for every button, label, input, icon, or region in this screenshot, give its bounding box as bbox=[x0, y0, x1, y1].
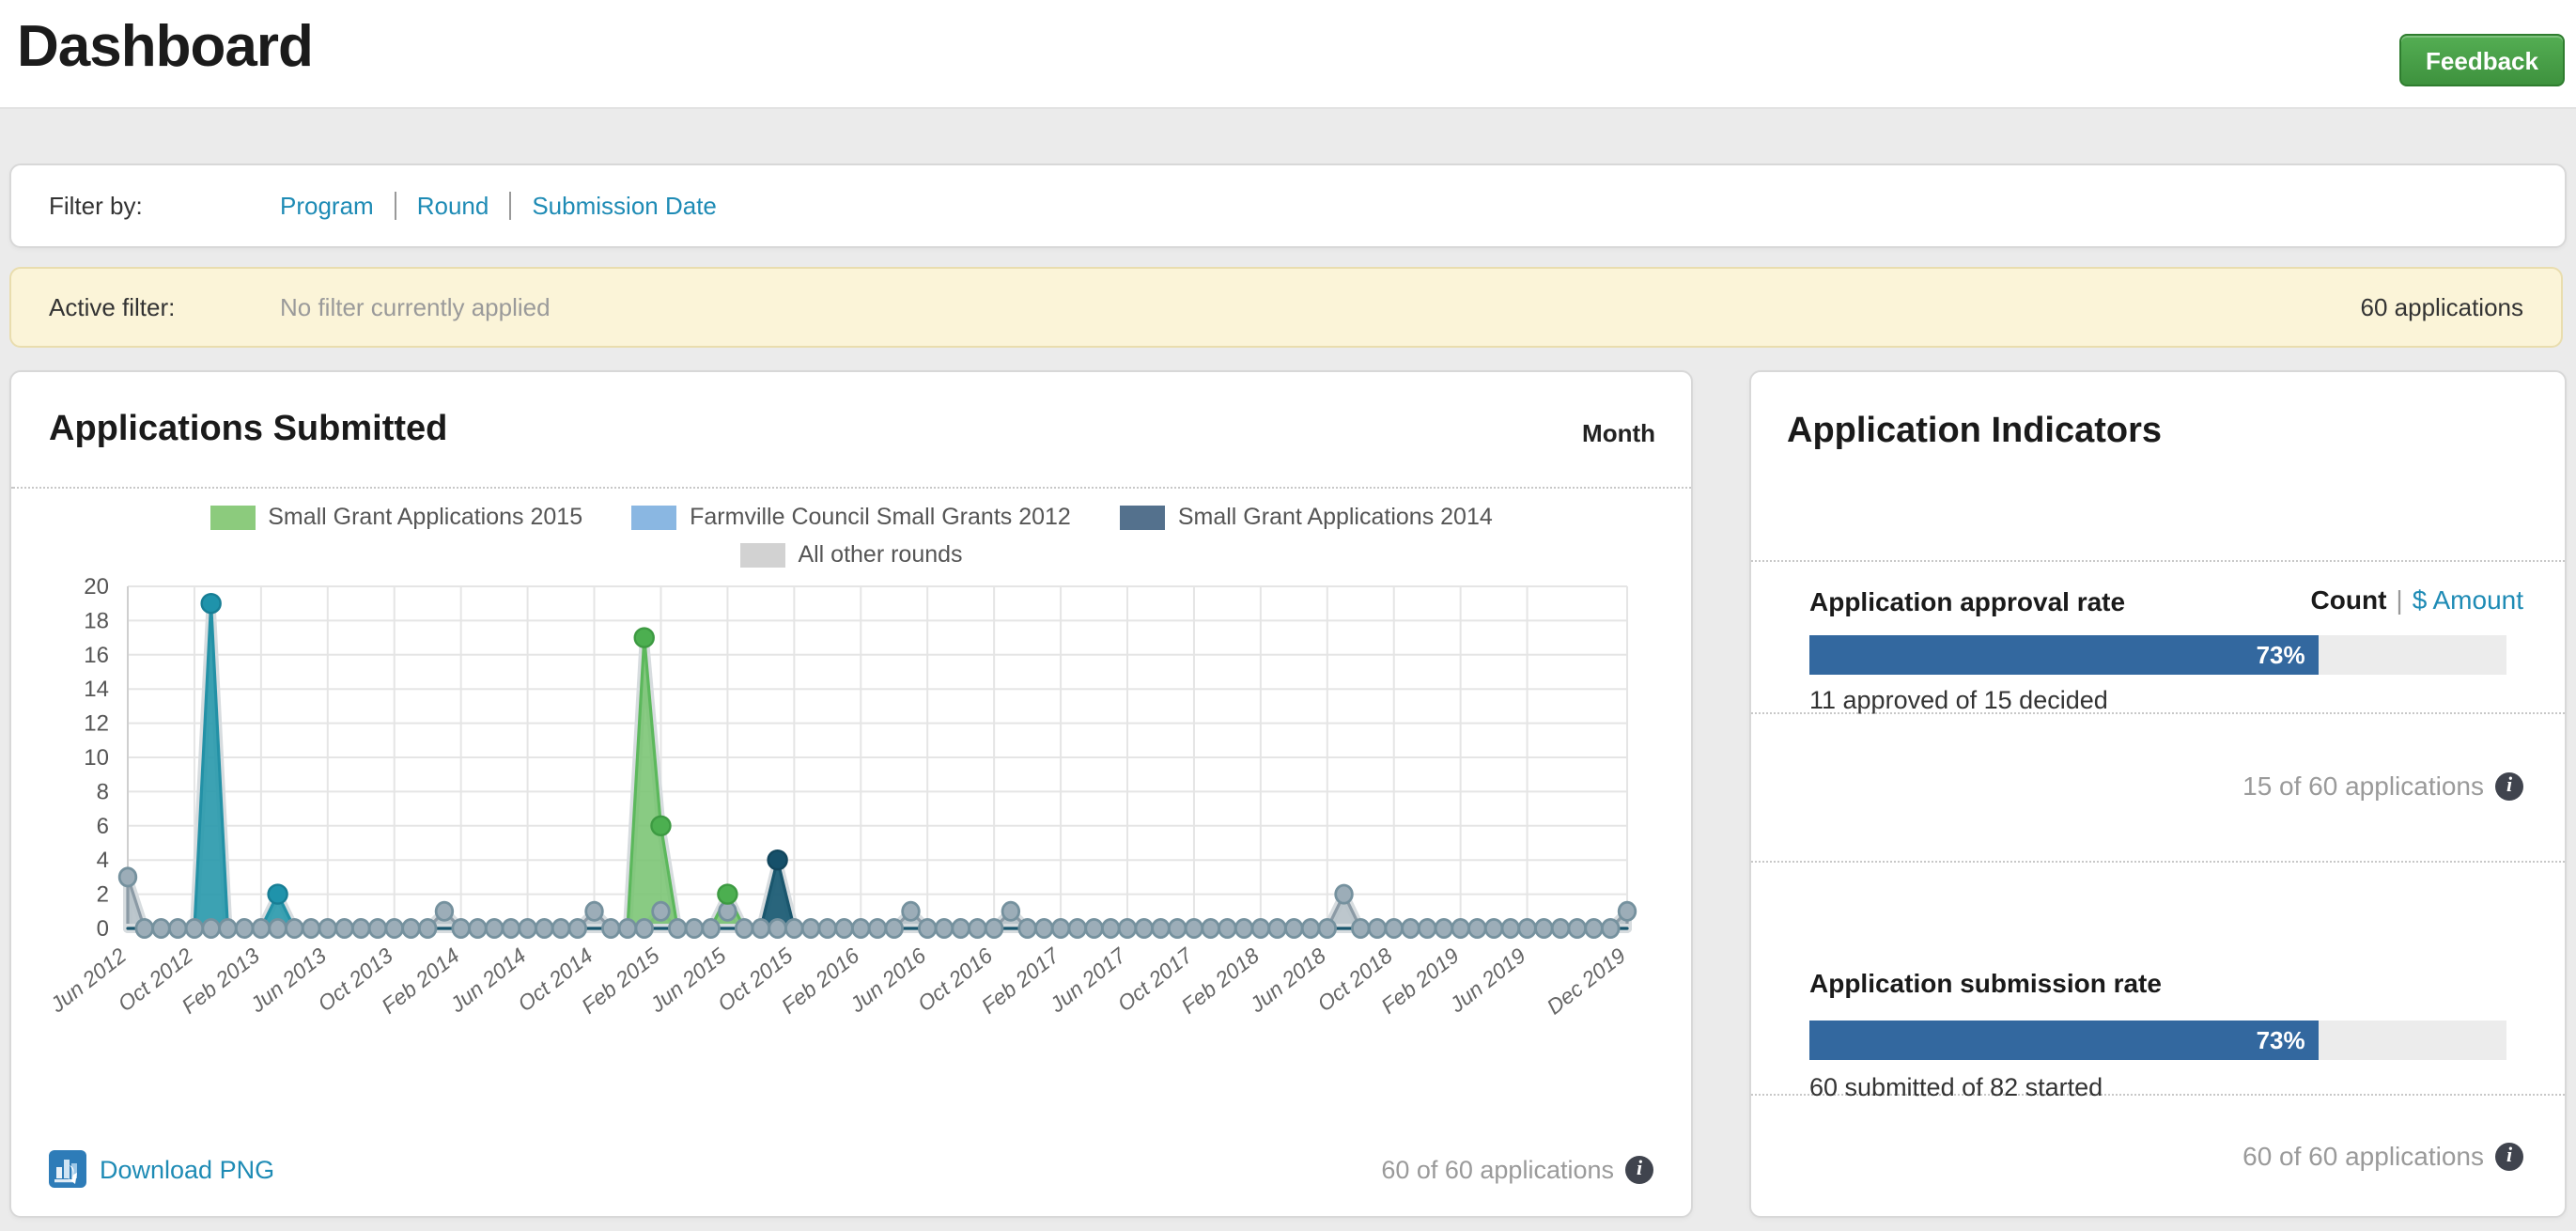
download-png-link[interactable]: Download PNG bbox=[49, 1150, 274, 1188]
chart-period-label[interactable]: Month bbox=[1582, 419, 1655, 447]
legend-item[interactable]: Small Grant Applications 2015 bbox=[209, 504, 582, 530]
chart-title: Applications Submitted bbox=[49, 410, 448, 449]
chart-y-axis: 0 2 4 6 8 10 12 14 16 18 20 bbox=[84, 575, 109, 942]
submission-rate-fill: 73% bbox=[1809, 1021, 2319, 1060]
svg-text:16: 16 bbox=[84, 643, 109, 668]
approval-rate-title: Application approval rate bbox=[1809, 586, 2126, 616]
svg-text:6: 6 bbox=[97, 814, 109, 839]
submission-rate-detail: 60 submitted of 82 started bbox=[1809, 1073, 2103, 1101]
svg-text:2: 2 bbox=[97, 882, 109, 908]
legend-item[interactable]: Farmville Council Small Grants 2012 bbox=[631, 504, 1071, 530]
svg-text:8: 8 bbox=[97, 779, 109, 804]
page-title: Dashboard bbox=[17, 13, 314, 79]
toggle-amount[interactable]: $ Amount bbox=[2412, 584, 2523, 615]
submission-note: 60 of 60 applications i bbox=[2242, 1141, 2523, 1171]
svg-text:14: 14 bbox=[84, 677, 109, 702]
download-png-label: Download PNG bbox=[100, 1155, 275, 1183]
legend-swatch bbox=[739, 542, 785, 567]
svg-text:20: 20 bbox=[84, 575, 109, 600]
legend-item[interactable]: All other rounds bbox=[739, 541, 963, 568]
active-filter-bar: Active filter: No filter currently appli… bbox=[9, 267, 2563, 348]
chart-count: 60 of 60 applications i bbox=[1381, 1156, 1653, 1184]
svg-text:Dec 2019: Dec 2019 bbox=[1542, 943, 1630, 1019]
legend-label: Small Grant Applications 2015 bbox=[268, 504, 583, 530]
top-header: Dashboard Feedback bbox=[0, 0, 2576, 109]
feedback-button[interactable]: Feedback bbox=[2399, 34, 2565, 86]
chart-panel-header: Applications Submitted Month bbox=[11, 372, 1691, 489]
info-icon[interactable]: i bbox=[2495, 1142, 2523, 1170]
approval-rate-progress: 73% bbox=[1809, 635, 2506, 675]
filter-link-program[interactable]: Program bbox=[280, 192, 374, 220]
info-icon[interactable]: i bbox=[1625, 1156, 1653, 1184]
filter-link-submission-date[interactable]: Submission Date bbox=[532, 192, 717, 220]
legend-label: Farmville Council Small Grants 2012 bbox=[690, 504, 1071, 530]
submission-rate-title: Application submission rate bbox=[1809, 968, 2162, 998]
count-amount-toggle: Count | $ Amount bbox=[2311, 584, 2523, 615]
application-indicators-panel: Application Indicators Application appro… bbox=[1749, 370, 2567, 1218]
chart-grid bbox=[127, 585, 1628, 929]
legend-row: All other rounds bbox=[11, 541, 1691, 568]
legend-label: All other rounds bbox=[798, 541, 963, 568]
filter-links: Program Round Submission Date bbox=[280, 192, 717, 220]
legend-swatch bbox=[209, 505, 256, 529]
submission-note-section: 60 of 60 applications i bbox=[1751, 1094, 2565, 1216]
approval-note-section: 15 of 60 applications i bbox=[1751, 712, 2565, 863]
separator: | bbox=[2396, 584, 2403, 615]
svg-text:4: 4 bbox=[97, 848, 109, 873]
svg-text:18: 18 bbox=[84, 608, 109, 633]
svg-text:Jun 2012: Jun 2012 bbox=[45, 943, 132, 1017]
chart-footer: Download PNG 60 of 60 applications i bbox=[11, 1126, 1691, 1216]
chart-series-1 bbox=[123, 599, 1632, 933]
legend-row: Small Grant Applications 2015 Farmville C… bbox=[11, 504, 1691, 530]
approval-rate-section: Application approval rate Count | $ Amount… bbox=[1751, 560, 2565, 714]
approval-rate-detail: 11 approved of 15 decided bbox=[1809, 686, 2108, 714]
indicators-title: Application Indicators bbox=[1787, 412, 2163, 451]
chart-series-2 bbox=[123, 632, 1632, 933]
svg-text:0: 0 bbox=[97, 916, 109, 942]
approval-rate-fill: 73% bbox=[1809, 635, 2319, 675]
active-filter-count: 60 applications bbox=[2360, 293, 2523, 321]
filter-panel: Filter by: Program Round Submission Date bbox=[9, 164, 2567, 248]
applications-submitted-panel: Applications Submitted Month Small Grant… bbox=[9, 370, 1693, 1218]
toggle-count[interactable]: Count bbox=[2310, 584, 2387, 615]
filter-link-round[interactable]: Round bbox=[416, 192, 489, 220]
legend-swatch bbox=[1119, 505, 1165, 529]
info-icon[interactable]: i bbox=[2495, 771, 2523, 800]
indicators-header: Application Indicators bbox=[1751, 372, 2565, 562]
approval-note: 15 of 60 applications i bbox=[2242, 771, 2523, 801]
separator bbox=[394, 192, 396, 220]
submission-rate-section: Application submission rate 73% 60 submi… bbox=[1751, 861, 2565, 1101]
chart-legend: Small Grant Applications 2015 Farmville C… bbox=[11, 504, 1691, 579]
download-png-icon bbox=[49, 1150, 86, 1188]
legend-swatch bbox=[631, 505, 677, 529]
legend-item[interactable]: Small Grant Applications 2014 bbox=[1119, 504, 1493, 530]
legend-label: Small Grant Applications 2014 bbox=[1177, 504, 1493, 530]
svg-text:12: 12 bbox=[84, 711, 109, 737]
submission-rate-progress: 73% bbox=[1809, 1021, 2506, 1060]
separator bbox=[509, 192, 512, 220]
chart-markers bbox=[117, 592, 1637, 939]
svg-text:10: 10 bbox=[84, 745, 109, 771]
active-filter-label: Active filter: bbox=[49, 293, 176, 321]
active-filter-status: No filter currently applied bbox=[280, 293, 551, 321]
filter-by-label: Filter by: bbox=[49, 192, 143, 220]
